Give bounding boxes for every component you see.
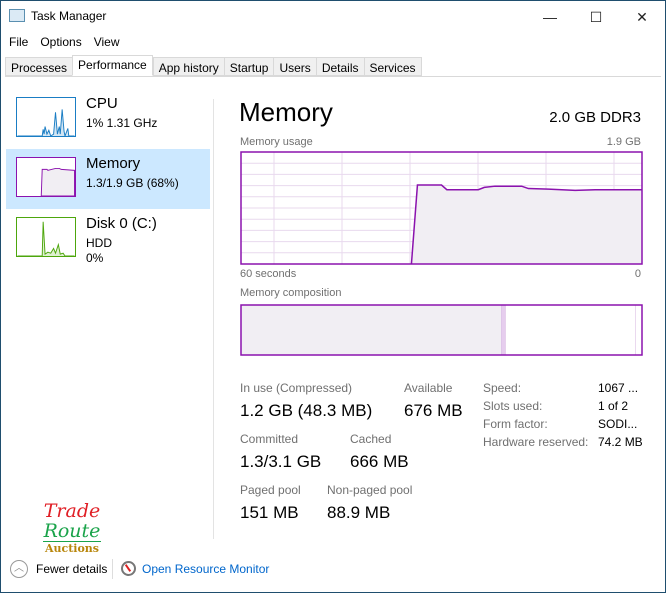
divider <box>213 99 214 539</box>
cached-label: Cached <box>350 432 392 446</box>
usage-line <box>410 184 642 265</box>
free-segment <box>635 305 642 355</box>
fewer-details-button[interactable]: Fewer details <box>36 562 108 576</box>
in-use-segment <box>241 305 502 355</box>
nonpaged-pool-label: Non-paged pool <box>327 483 413 497</box>
cached-value: 666 MB <box>350 452 409 471</box>
standby-segment <box>505 305 636 355</box>
disk-thumbnail-graph <box>16 217 76 257</box>
sidebar-item-disk[interactable]: Disk 0 (C:) HDD 0% <box>6 209 210 269</box>
menu-view[interactable]: View <box>93 35 120 49</box>
tab-performance[interactable]: Performance <box>72 55 153 76</box>
nonpaged-pool-value: 88.9 MB <box>327 503 391 522</box>
open-resource-monitor-link[interactable]: Open Resource Monitor <box>142 562 270 576</box>
time-right-label: 0 <box>634 268 641 280</box>
composition-border <box>240 304 643 356</box>
memory-composition-bar <box>240 304 643 356</box>
sidebar-item-cpu[interactable]: CPU 1% 1.31 GHz <box>6 89 210 149</box>
tab-startup[interactable]: Startup <box>223 57 274 76</box>
modified-segment <box>501 305 506 355</box>
menu-file[interactable]: File <box>9 35 29 49</box>
sidebar-label: Memory <box>86 155 141 172</box>
menu-options[interactable]: Options <box>40 35 82 49</box>
page-title: Memory <box>239 97 333 127</box>
hardware-reserved-label: Hardware reserved: <box>483 435 589 449</box>
tab-app-history[interactable]: App history <box>152 57 224 76</box>
slots-label: Slots used: <box>483 399 543 413</box>
tab-processes[interactable]: Processes <box>5 57 73 76</box>
paged-pool-value: 151 MB <box>240 503 299 522</box>
sidebar-detail: HDD <box>86 236 112 250</box>
form-factor-label: Form factor: <box>483 417 548 431</box>
committed-value: 1.3/3.1 GB <box>240 452 322 471</box>
speed-label: Speed: <box>483 381 522 395</box>
tab-users[interactable]: Users <box>273 57 316 76</box>
hardware-reserved-value: 74.2 MB <box>598 435 643 449</box>
speed-value: 1067 ... <box>598 381 639 395</box>
sidebar-item-memory[interactable]: Memory 1.3/1.9 GB (68%) <box>6 149 210 209</box>
form-factor-value: SODI... <box>598 417 638 431</box>
memory-usage-graph <box>240 151 643 265</box>
tab-services[interactable]: Services <box>363 57 422 76</box>
resource-monitor-icon <box>121 561 136 576</box>
memory-thumbnail-graph <box>16 157 76 197</box>
committed-label: Committed <box>240 432 299 446</box>
usage-area <box>411 185 642 264</box>
cpu-thumbnail-graph <box>16 97 76 137</box>
sidebar-detail-2: 0% <box>86 251 104 265</box>
usage-label: Memory usage <box>240 136 313 148</box>
composition-label: Memory composition <box>240 287 342 299</box>
in-use-value: 1.2 GB (48.3 MB) <box>240 401 373 420</box>
tab-bar: Processes Performance App history Startu… <box>5 55 661 77</box>
time-left-label: 60 seconds <box>240 268 297 280</box>
paged-pool-label: Paged pool <box>240 483 301 497</box>
footer-divider <box>112 559 113 579</box>
chevron-up-icon[interactable]: ︿ <box>10 560 28 578</box>
maximize-button[interactable]: ☐ <box>589 8 603 25</box>
usage-max: 1.9 GB <box>606 136 641 148</box>
sidebar-label: Disk 0 (C:) <box>86 215 157 232</box>
menu-bar: File Options View <box>9 35 132 49</box>
app-icon <box>9 9 25 22</box>
graph-border <box>240 151 643 265</box>
slots-value: 1 of 2 <box>598 399 629 413</box>
window-title: Task Manager <box>31 9 107 23</box>
available-label: Available <box>404 381 453 395</box>
memory-spec: 2.0 GB DDR3 <box>549 109 641 126</box>
trade-route-logo: Trade Route Auctions <box>43 500 101 555</box>
details-list: Speed: 1067 ... Slots used: 1 of 2 Form fa… <box>483 381 643 453</box>
close-button[interactable]: ✕ <box>636 8 648 25</box>
available-value: 676 MB <box>404 401 463 420</box>
tab-details[interactable]: Details <box>315 57 364 76</box>
sidebar-detail: 1.3/1.9 GB (68%) <box>86 176 179 190</box>
sidebar-detail: 1% 1.31 GHz <box>86 116 158 130</box>
sidebar-label: CPU <box>86 95 118 112</box>
minimize-button[interactable]: — <box>543 9 557 25</box>
in-use-label: In use (Compressed) <box>240 381 353 395</box>
